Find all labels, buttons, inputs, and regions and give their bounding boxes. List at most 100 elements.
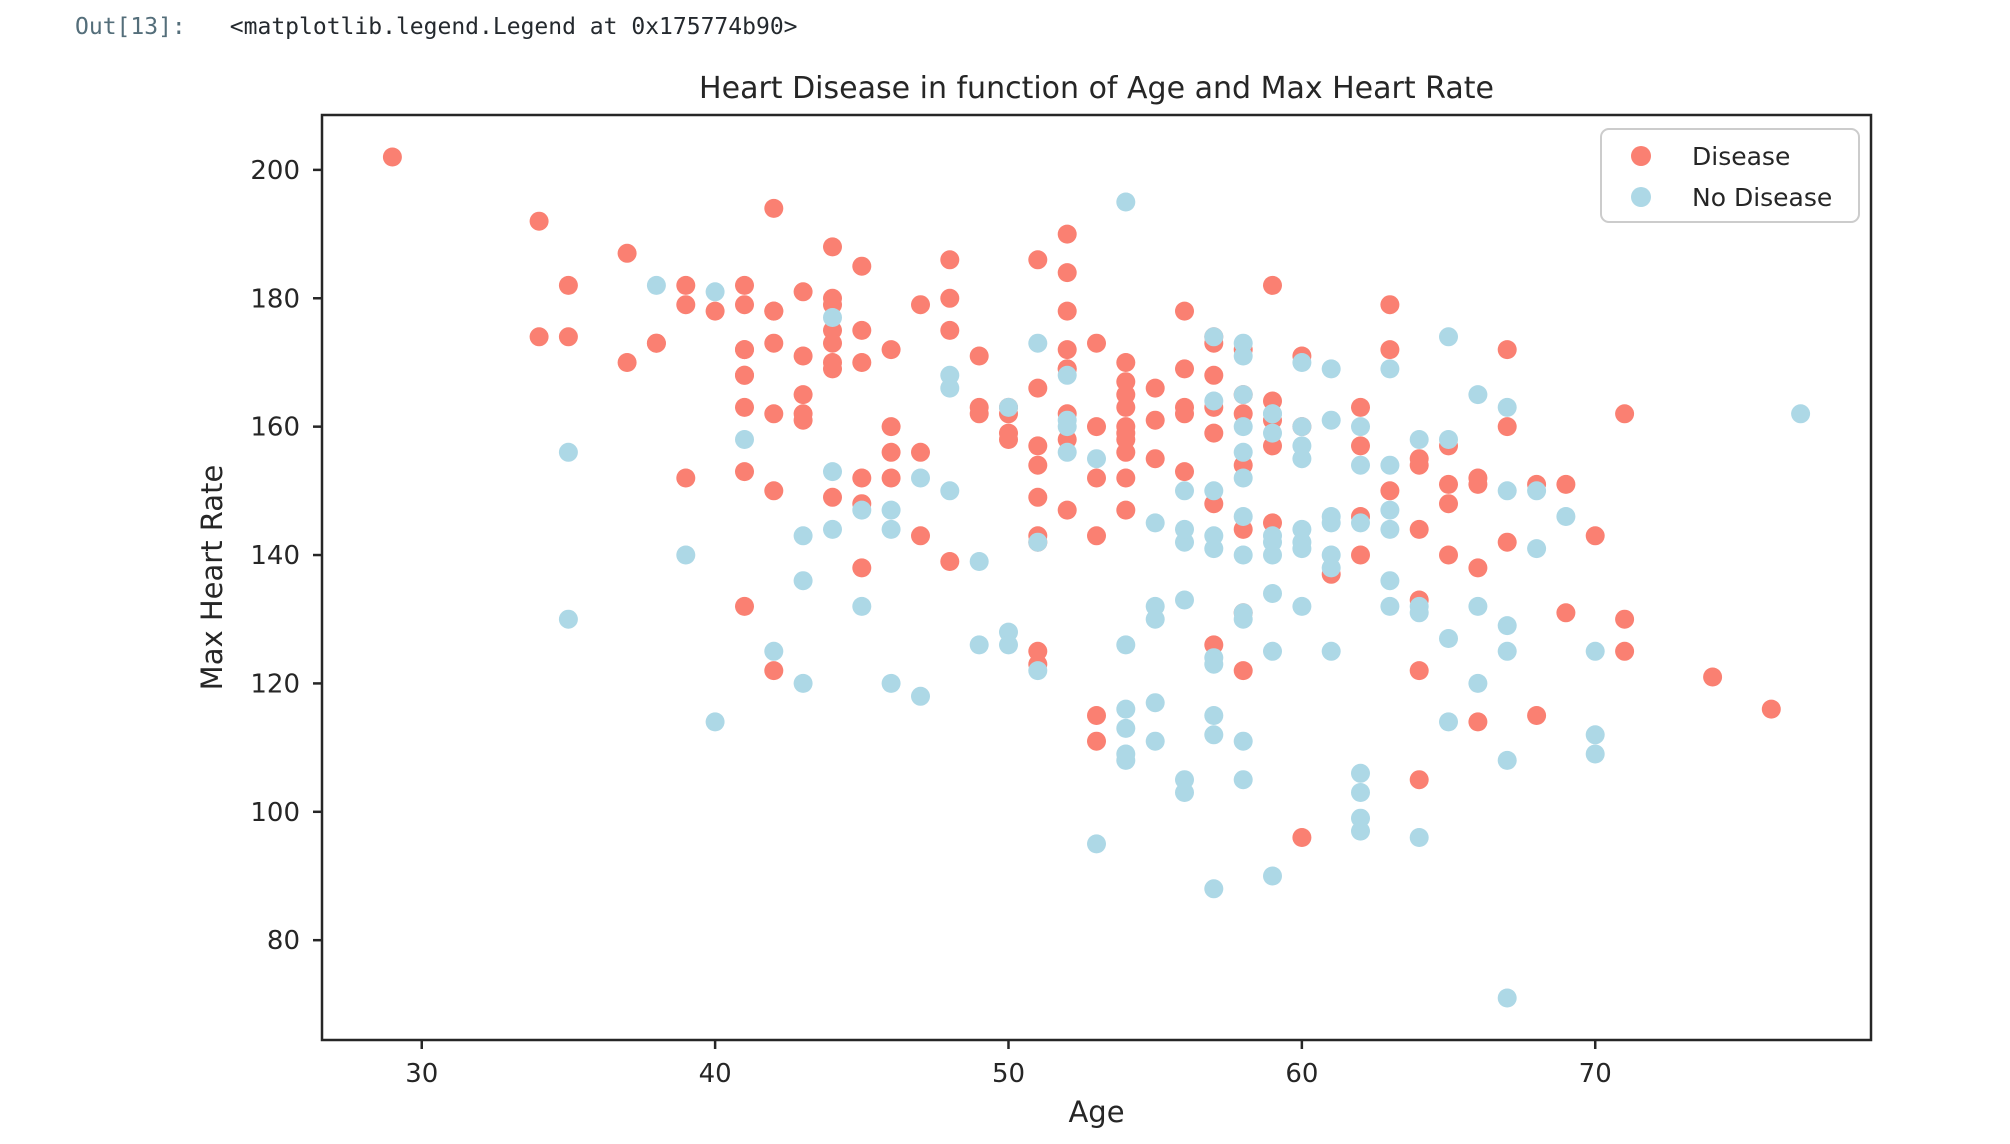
- data-point: [646, 333, 666, 353]
- series-disease: [382, 147, 1781, 847]
- data-point: [1761, 699, 1781, 719]
- data-point: [1057, 417, 1077, 437]
- data-point: [1116, 397, 1136, 417]
- axes-spines: [320, 113, 1873, 1042]
- data-point: [1057, 365, 1077, 385]
- data-point: [1380, 481, 1400, 501]
- data-point: [1585, 744, 1605, 764]
- data-point: [1233, 385, 1253, 405]
- data-point: [558, 275, 578, 295]
- data-point: [911, 295, 930, 315]
- data-point: [969, 346, 989, 366]
- x-tick-label: 30: [405, 1059, 438, 1089]
- data-point: [1175, 397, 1194, 417]
- data-point: [1263, 423, 1282, 443]
- data-point: [735, 596, 754, 616]
- data-point: [764, 661, 784, 681]
- legend-box: [1600, 128, 1860, 223]
- data-point: [1028, 436, 1048, 456]
- data-point: [1468, 712, 1488, 732]
- data-point: [911, 442, 930, 462]
- data-point: [764, 333, 784, 353]
- data-point: [1791, 404, 1811, 424]
- data-point: [1380, 359, 1400, 379]
- data-point: [1233, 661, 1253, 681]
- data-point: [1703, 667, 1723, 687]
- data-point: [1145, 410, 1165, 430]
- data-point: [1585, 641, 1605, 661]
- data-point: [1145, 731, 1165, 751]
- data-point: [1116, 192, 1136, 212]
- data-point: [1497, 532, 1517, 552]
- data-point: [1409, 596, 1429, 616]
- data-point: [940, 552, 960, 571]
- data-point: [1175, 519, 1194, 539]
- legend-marker-no-disease: [1631, 187, 1651, 207]
- data-point: [1175, 783, 1194, 802]
- data-point: [1263, 641, 1282, 661]
- data-point: [646, 275, 666, 295]
- data-point: [1556, 507, 1576, 526]
- data-point: [1087, 731, 1106, 751]
- data-point: [1028, 333, 1048, 353]
- data-point: [1145, 378, 1165, 398]
- data-point: [1028, 661, 1048, 681]
- data-point: [940, 378, 960, 398]
- x-tick-label: 40: [699, 1059, 732, 1089]
- data-point: [793, 571, 813, 591]
- data-point: [1116, 718, 1136, 738]
- data-point: [1439, 712, 1458, 732]
- data-point: [1028, 532, 1048, 552]
- data-point: [1233, 770, 1253, 790]
- data-point: [793, 282, 813, 302]
- data-point: [1233, 507, 1253, 526]
- data-point: [881, 500, 901, 520]
- data-point: [1087, 706, 1106, 725]
- data-point: [1409, 661, 1429, 681]
- data-point: [1233, 417, 1253, 437]
- x-axis-label: Age: [1068, 1095, 1124, 1129]
- data-point: [735, 462, 754, 482]
- output-prompt-line: Out[13]: <matplotlib.legend.Legend at 0x…: [75, 14, 798, 42]
- data-point: [558, 609, 578, 629]
- data-point: [1351, 513, 1370, 533]
- data-point: [1057, 442, 1077, 462]
- series-no-disease: [558, 192, 1811, 1008]
- data-point: [1233, 346, 1253, 366]
- data-point: [617, 353, 637, 372]
- data-point: [1145, 513, 1165, 533]
- data-point: [1204, 481, 1224, 501]
- data-point: [676, 295, 696, 315]
- data-point: [911, 686, 930, 706]
- data-point: [852, 500, 872, 520]
- data-point: [1116, 699, 1136, 719]
- data-point: [1321, 641, 1341, 661]
- data-point: [1028, 487, 1048, 507]
- data-point: [1527, 539, 1547, 559]
- data-point: [1321, 359, 1341, 379]
- data-point: [1292, 539, 1312, 559]
- data-point: [1497, 340, 1517, 360]
- data-point: [1439, 430, 1458, 449]
- data-point: [1351, 821, 1370, 841]
- data-point: [1351, 455, 1370, 475]
- data-point: [999, 397, 1018, 417]
- y-tick-label: 200: [250, 156, 300, 186]
- data-point: [764, 404, 784, 424]
- data-point: [881, 340, 901, 360]
- data-point: [1380, 455, 1400, 475]
- data-point: [764, 641, 784, 661]
- data-point: [1233, 468, 1253, 488]
- data-point: [969, 635, 989, 655]
- data-point: [1439, 545, 1458, 565]
- data-point: [1439, 494, 1458, 514]
- data-point: [735, 275, 754, 295]
- data-point: [1292, 596, 1312, 616]
- data-point: [940, 320, 960, 340]
- data-point: [1497, 750, 1517, 770]
- data-point: [1409, 449, 1429, 469]
- data-point: [1439, 327, 1458, 347]
- data-point: [617, 243, 637, 263]
- data-point: [676, 545, 696, 565]
